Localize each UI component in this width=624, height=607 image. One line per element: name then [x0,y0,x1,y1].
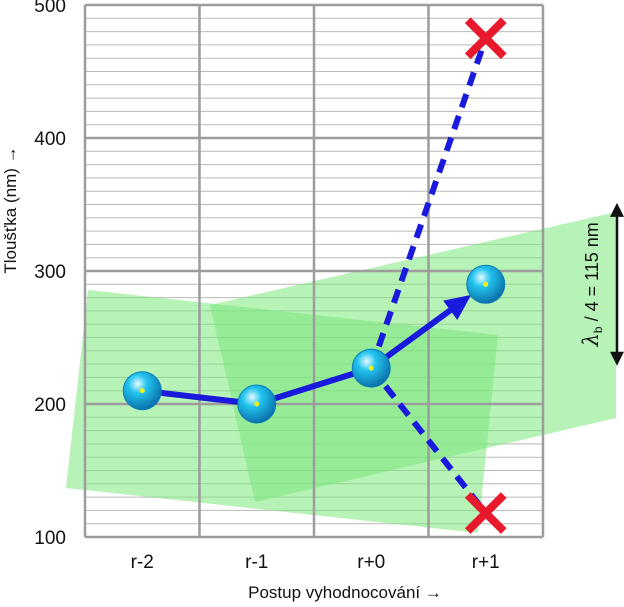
tolerance-label-symbol: λ [579,333,603,347]
y-tick-label: 500 [34,0,66,17]
series-point-center [254,401,260,407]
thickness-series [122,264,506,424]
tolerance-label: λb / 4 = 115 nm [579,222,605,347]
rejected-x-stroke [464,492,507,534]
tolerance-band-2 [210,212,616,502]
series-point [122,371,162,411]
y-tick-label: 100 [34,528,66,549]
rejected-extrapolations [368,17,507,534]
rejected-x-marker [464,492,507,534]
tolerance-arrow-head-bottom [610,351,624,366]
tolerance-arrow-head-top [610,202,624,217]
x-tick-label: r-2 [131,552,154,573]
rejected-line [368,37,489,370]
major-gridlines [83,3,545,539]
series-segment [255,365,373,407]
series-arrowhead [443,294,472,320]
series-point [351,348,391,388]
series-point-center [483,281,489,287]
tick-labels: 100 200 300 400 500 r-2 r-1 r+0 r+1 [34,0,499,573]
y-tick-label: 400 [34,129,66,150]
tolerance-label-rest: / 4 = 115 nm [582,222,602,326]
tolerance-annotation: λb / 4 = 115 nm [579,202,624,366]
rejected-x-marker [464,17,507,60]
rejected-line [368,366,489,515]
tolerance-label-subscript: b [591,326,605,333]
y-tick-label: 300 [34,262,66,283]
series-point [237,384,277,424]
series-point-center [139,388,145,394]
y-tick-label: 200 [34,395,66,416]
x-tick-label: r-1 [245,552,268,573]
x-axis-label: Postup vyhodnocování → [248,583,442,602]
series-point-center [368,365,374,371]
y-axis-label: Tloušťka (nm) → [1,146,20,273]
x-tick-label: r+1 [472,552,500,573]
rejected-x-stroke [464,17,507,60]
series-point [466,264,506,304]
x-tick-label: r+0 [357,552,385,573]
